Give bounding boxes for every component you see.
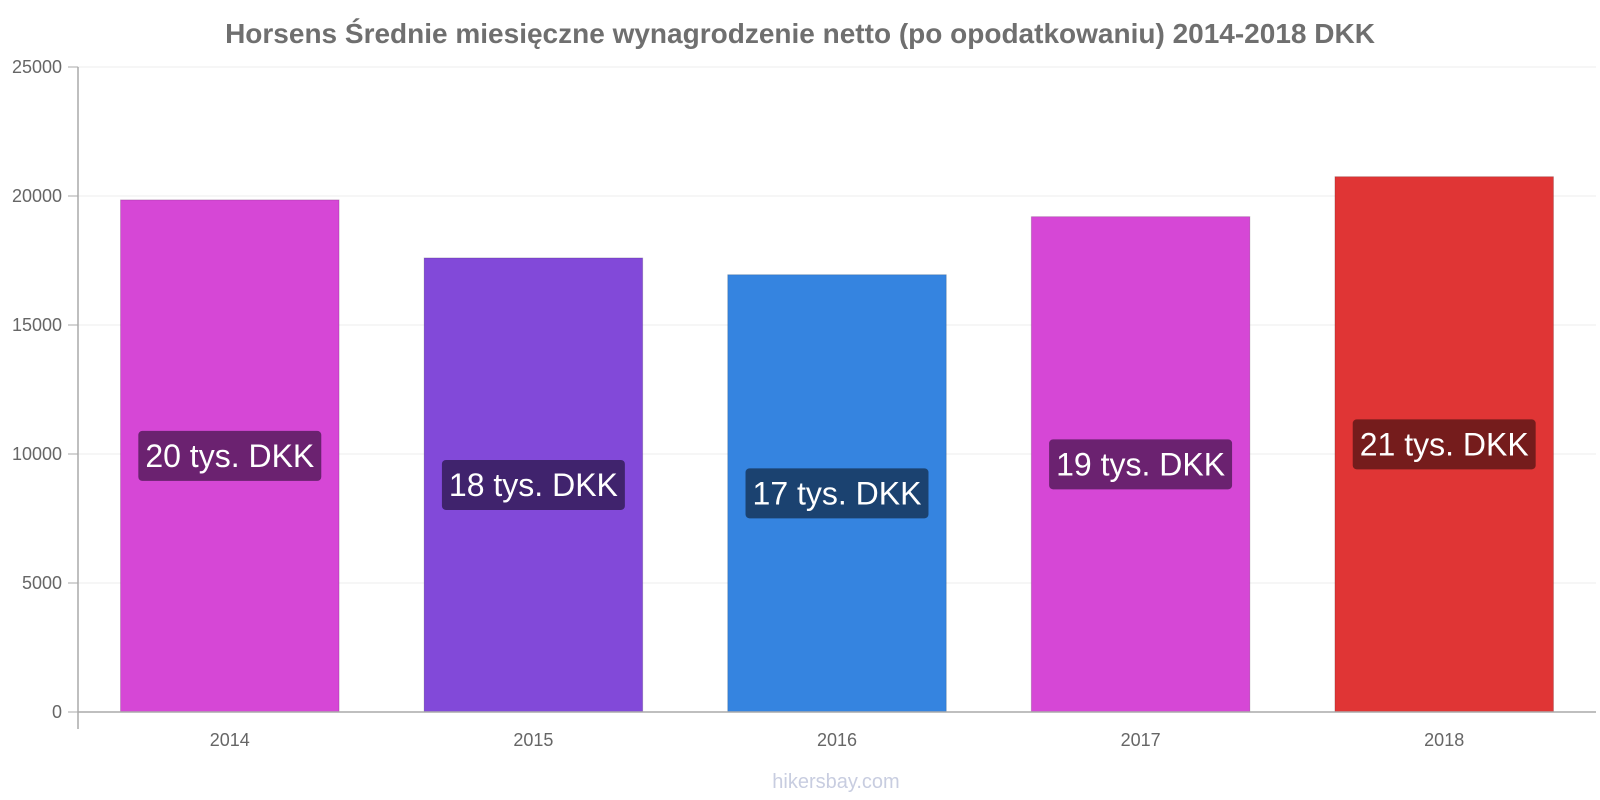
data-label-2016: 17 tys. DKK: [745, 468, 929, 519]
data-label-background: [138, 430, 322, 481]
y-tick-label: 25000: [12, 57, 62, 77]
x-tick-label: 2017: [1121, 730, 1161, 750]
x-tick-label: 2014: [210, 730, 250, 750]
data-label-background: [1049, 439, 1233, 490]
axes: 0 5000 10000 15000 20000 25000 2014 2015 2016 201…: [12, 57, 1596, 750]
data-labels: 20 tys. DKK 18 tys. DKK 17 tys. DKK 19 tys.…: [138, 419, 1536, 519]
data-label-text: 21 tys. DKK: [1360, 426, 1529, 462]
x-tick-label: 2015: [513, 730, 553, 750]
data-label-background: [1352, 419, 1536, 470]
y-tick-label: 5000: [22, 573, 62, 593]
data-label-background: [441, 459, 625, 510]
watermark: hikersbay.com: [772, 771, 899, 793]
y-tick-label: 20000: [12, 186, 62, 206]
data-label-2017: 19 tys. DKK: [1049, 439, 1233, 490]
data-label-text: 17 tys. DKK: [753, 475, 922, 511]
bars: [120, 176, 1554, 713]
y-tick-label: 15000: [12, 315, 62, 335]
data-label-2018: 21 tys. DKK: [1352, 419, 1536, 470]
data-label-text: 18 tys. DKK: [449, 467, 618, 503]
data-label-text: 20 tys. DKK: [145, 438, 314, 474]
data-label-2014: 20 tys. DKK: [138, 430, 322, 481]
data-label-2015: 18 tys. DKK: [441, 459, 625, 510]
data-label-background: [745, 468, 929, 519]
y-tick-label: 0: [52, 702, 62, 722]
chart-title: Horsens Średnie miesięczne wynagrodzenie…: [225, 18, 1375, 49]
x-tick-label: 2018: [1424, 730, 1464, 750]
x-tick-label: 2016: [817, 730, 857, 750]
y-tick-label: 10000: [12, 444, 62, 464]
data-label-text: 19 tys. DKK: [1056, 446, 1225, 482]
